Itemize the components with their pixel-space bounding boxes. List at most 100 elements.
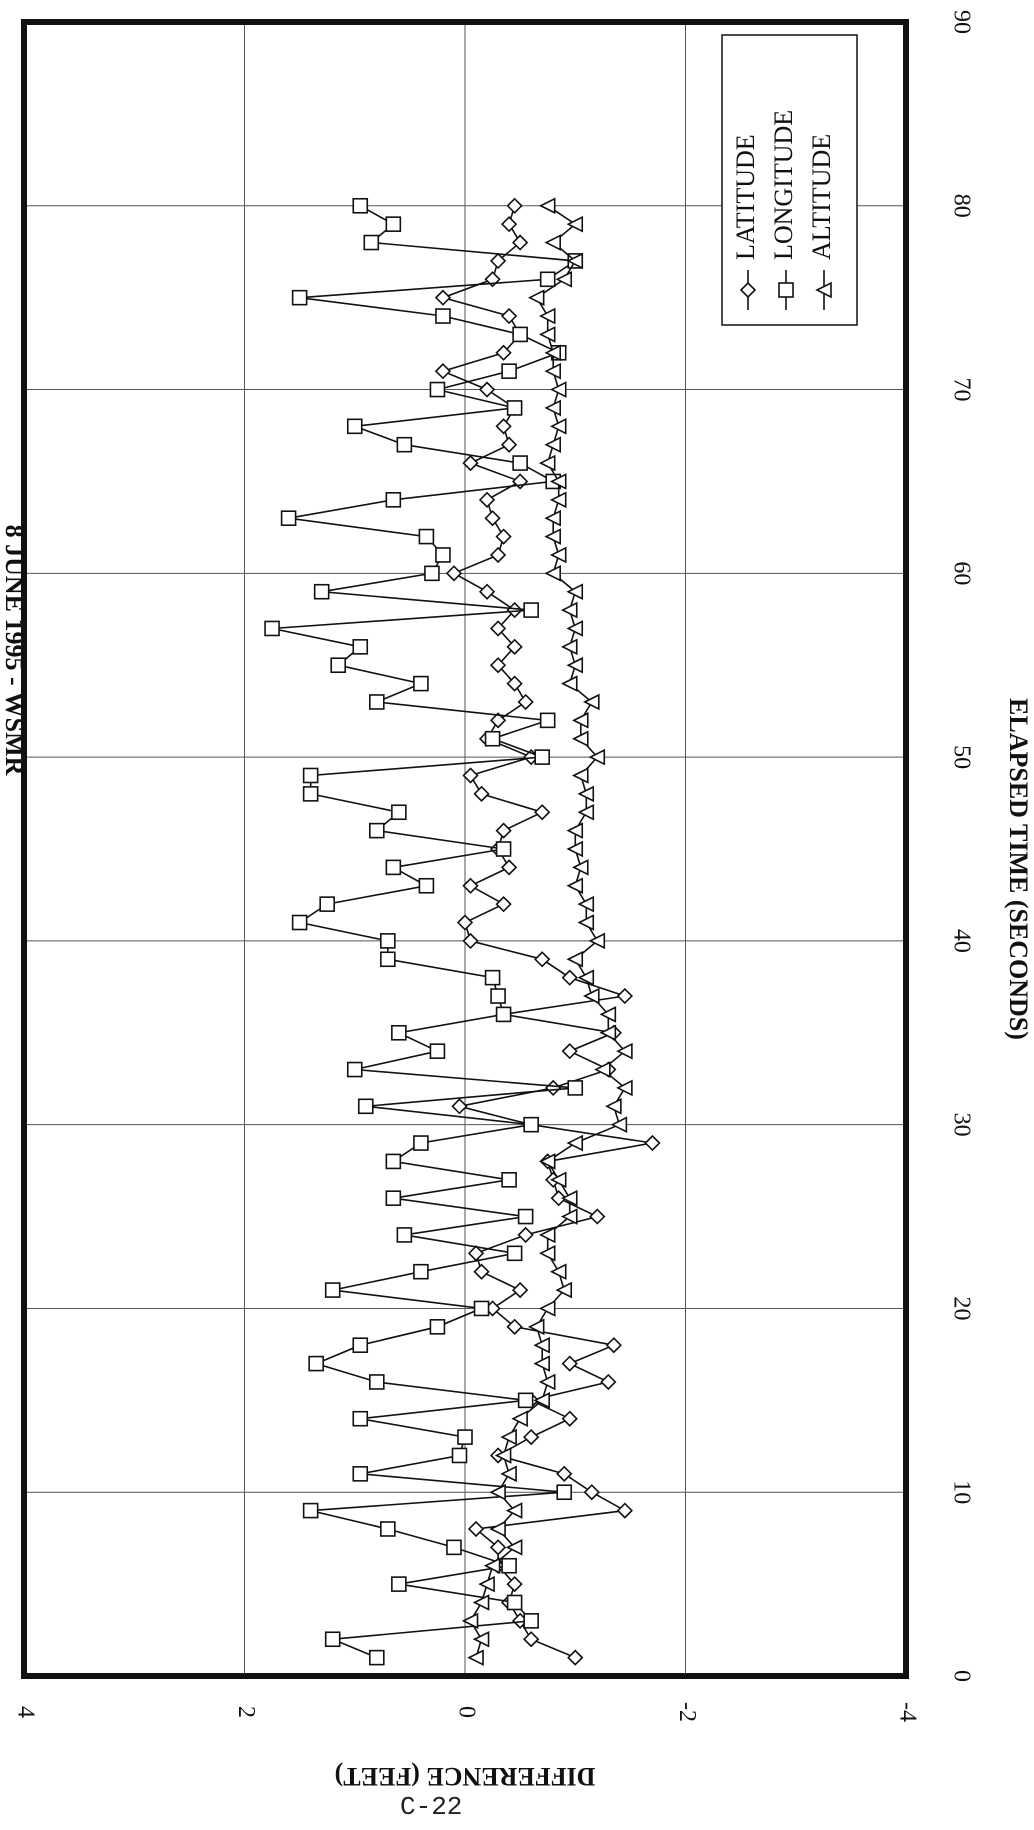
longitude-point [435, 547, 451, 563]
altitude-point [538, 1245, 556, 1262]
longitude-point [352, 197, 369, 214]
altitude-point [549, 1263, 567, 1280]
legend-marker [739, 281, 757, 299]
latitude-point [523, 1428, 540, 1446]
latitude-point [567, 1649, 584, 1666]
longitude-point [380, 951, 396, 968]
longitude-point [418, 877, 435, 894]
longitude-point [313, 583, 330, 600]
longitude-point [380, 1521, 396, 1537]
longitude-point [368, 1649, 385, 1666]
altitude-point [500, 1428, 517, 1446]
longitude-point [556, 1484, 573, 1501]
series-longitude [264, 197, 584, 1666]
latitude-point [489, 252, 507, 270]
latitude-point [517, 1226, 534, 1244]
altitude-point [588, 932, 606, 950]
latitude-point [534, 804, 551, 821]
altitude-point [555, 270, 573, 288]
x-tick-label: 0 [948, 1670, 974, 1682]
latitude-point [478, 381, 496, 398]
longitude-point [352, 1466, 369, 1482]
longitude-point [302, 786, 319, 802]
altitude-point [560, 638, 578, 656]
x-tick-label: 40 [948, 929, 974, 953]
altitude-point [478, 1575, 495, 1593]
longitude-point [308, 1355, 324, 1372]
legend-entry-altitude: ALTITUDE [807, 134, 836, 310]
altitude-point [582, 693, 600, 711]
altitude-point [500, 1465, 517, 1483]
altitude-point [566, 950, 584, 968]
longitude-point [391, 804, 407, 821]
legend-entry-latitude: LATITUDE [731, 134, 760, 310]
longitude-point [501, 363, 517, 379]
altitude-point [610, 1116, 628, 1133]
altitude-point [549, 491, 567, 509]
legend-label: LATITUDE [731, 134, 760, 260]
latitude-point [489, 712, 507, 729]
altitude-point [560, 601, 578, 619]
plot-frame [21, 19, 909, 1679]
longitude-point [352, 1410, 369, 1427]
longitude-point [396, 436, 413, 453]
latitude-point [500, 216, 518, 233]
altitude-point [566, 252, 584, 270]
altitude-point [472, 1594, 490, 1611]
legend-box [721, 34, 858, 326]
longitude-point [380, 933, 396, 949]
x-tick-label: 90 [948, 10, 974, 34]
longitude-point [429, 381, 446, 398]
latitude-point [473, 785, 490, 802]
altitude-point [549, 418, 567, 435]
x-axis-title: ELAPSED TIME (SECONDS) [1004, 698, 1033, 1040]
latitude-point [605, 1337, 622, 1354]
altitude-point [549, 1171, 567, 1189]
latitude-point [489, 546, 507, 564]
altitude-point [505, 1539, 523, 1556]
legend-entries: LATITUDE LONGITUDE ALTITUDE [731, 110, 836, 310]
longitude-point [396, 1227, 413, 1243]
latitude-point [506, 197, 523, 214]
altitude-point [494, 1447, 512, 1464]
altitude-point [599, 1024, 617, 1042]
longitude-point [385, 1190, 402, 1206]
altitude-point [577, 895, 595, 913]
altitude-point [566, 1134, 584, 1152]
longitude-point [324, 1282, 341, 1298]
series-altitude [461, 197, 633, 1666]
longitude-point [484, 730, 501, 747]
longitude-point [523, 602, 539, 618]
latitude-point [462, 454, 479, 472]
longitude-point [495, 1006, 512, 1023]
altitude-point [549, 473, 567, 490]
longitude-point [291, 289, 308, 306]
longitude-point [424, 565, 440, 582]
x-tick-label: 50 [948, 745, 974, 769]
y-tick-label: 4 [12, 1706, 38, 1718]
altitude-point [560, 1189, 578, 1207]
grid-lines [24, 22, 906, 1676]
latitude-point [561, 1410, 578, 1427]
altitude-point [571, 859, 589, 876]
altitude-point [588, 748, 606, 766]
latitude-point [511, 1281, 529, 1299]
altitude-point [511, 1410, 528, 1428]
altitude-point [560, 1208, 578, 1225]
longitude-point [429, 1319, 446, 1335]
longitude-point [523, 1613, 539, 1629]
longitude-point [413, 1263, 429, 1280]
altitude-point [571, 712, 589, 729]
longitude-point [435, 308, 451, 324]
longitude-point [368, 1374, 385, 1390]
latitude-point [511, 234, 529, 251]
longitude-point [429, 1043, 446, 1059]
longitude-point [539, 712, 556, 729]
altitude-point [472, 1630, 490, 1648]
chart-title: 8 JUNE 1995 - WSMR [0, 525, 29, 776]
altitude-point [566, 620, 584, 637]
x-tick-label: 60 [948, 561, 974, 585]
x-tick-label: 30 [948, 1113, 974, 1137]
